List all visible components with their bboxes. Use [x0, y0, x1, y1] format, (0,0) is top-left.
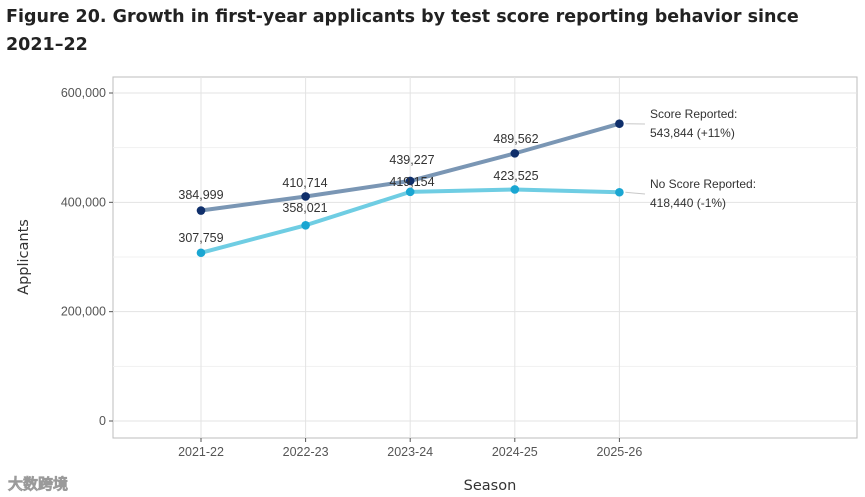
x-tick-label: 2024-25	[492, 445, 538, 459]
x-tick-label: 2021-22	[178, 445, 224, 459]
end-label-leader	[625, 191, 646, 195]
data-point-no-score-reported	[510, 185, 520, 194]
x-axis-title: Season	[464, 478, 517, 494]
x-tick-label: 2022-23	[283, 445, 329, 459]
end-label-name-no-score-reported: No Score Reported:	[650, 177, 756, 191]
data-point-no-score-reported	[615, 187, 624, 197]
end-label-value-no-score-reported: 418,440 (-1%)	[650, 196, 726, 210]
data-label-no-score-reported: 419,154	[389, 175, 434, 189]
x-axis: 2021-22 2022-23 2023-24 2024-25 2025-26	[178, 438, 642, 459]
watermark-text: 大数跨境	[8, 475, 68, 493]
y-tick-label: 400,000	[61, 195, 106, 209]
data-label-score-reported: 410,714	[282, 176, 327, 190]
y-tick-label: 200,000	[61, 305, 106, 319]
end-label-name-score-reported: Score Reported:	[650, 107, 737, 121]
grid-lines	[113, 77, 857, 438]
data-point-score-reported	[301, 192, 310, 201]
data-label-score-reported: 439,227	[389, 153, 434, 167]
data-point-score-reported	[196, 206, 206, 215]
data-point-score-reported	[615, 119, 624, 128]
data-label-no-score-reported: 423,525	[493, 169, 538, 183]
series-layer	[196, 119, 624, 258]
data-point-score-reported	[510, 149, 520, 158]
end-label-value-score-reported: 543,844 (+11%)	[650, 126, 735, 140]
x-tick-label: 2023-24	[387, 445, 433, 459]
data-point-no-score-reported	[301, 220, 310, 230]
data-label-no-score-reported: 307,759	[178, 231, 223, 245]
figure-title: Figure 20. Growth in first-year applican…	[6, 7, 799, 55]
y-axis: 0 200,000 400,000 600,000	[61, 86, 113, 428]
x-tick-label: 2025-26	[596, 445, 642, 459]
data-point-no-score-reported	[405, 187, 415, 197]
data-labels: 384,999 410,714 439,227 489,562 Score Report…	[178, 107, 756, 245]
data-point-no-score-reported	[196, 248, 206, 258]
data-point-score-reported	[405, 176, 415, 186]
y-tick-label: 600,000	[61, 86, 106, 100]
y-axis-title: Applicants	[16, 219, 32, 295]
data-label-no-score-reported: 358,021	[282, 201, 327, 215]
data-label-score-reported: 489,562	[493, 132, 538, 146]
y-tick-label: 0	[99, 414, 106, 428]
data-label-score-reported: 384,999	[178, 188, 223, 202]
